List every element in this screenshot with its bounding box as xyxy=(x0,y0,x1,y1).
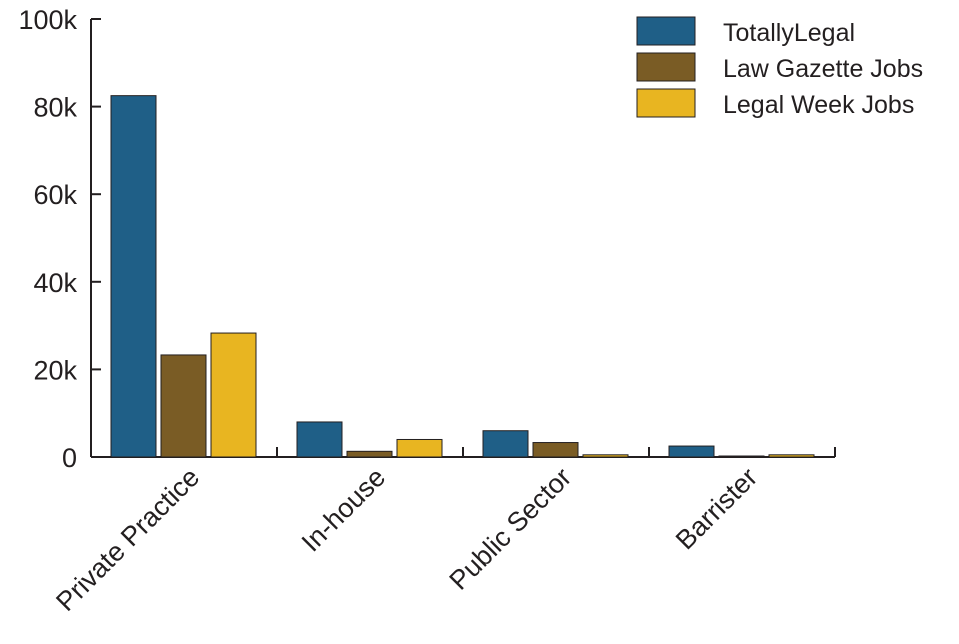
y-axis: 0 20k 40k 60k 80k 100k xyxy=(18,5,101,473)
bar-totallylegal-private-practice xyxy=(110,95,157,458)
x-tick-label: In-house xyxy=(296,462,392,558)
legend: TotallyLegal Law Gazette Jobs Legal Week J… xyxy=(636,16,923,119)
bar-law-gazette-jobs-private-practice xyxy=(160,354,207,458)
y-tick-label: 100k xyxy=(18,5,77,35)
bar-totallylegal-barrister xyxy=(668,445,715,458)
bar-legal-week-jobs-in-house xyxy=(396,438,443,458)
legend-label: Legal Week Jobs xyxy=(723,91,914,119)
x-tick-label: Private Practice xyxy=(50,462,205,617)
bar-law-gazette-jobs-public-sector xyxy=(532,442,579,458)
y-tick-label: 80k xyxy=(33,93,77,123)
bar-legal-week-jobs-private-practice xyxy=(210,332,257,458)
y-tick-label: 40k xyxy=(33,268,77,298)
bar-law-gazette-jobs-barrister xyxy=(718,455,765,458)
bar-totallylegal-public-sector xyxy=(482,430,529,458)
bar-law-gazette-jobs-in-house xyxy=(346,450,393,458)
bars xyxy=(110,95,815,458)
x-axis: Private Practice In-house Public Sector Bar… xyxy=(50,447,836,617)
x-tick-label: Barrister xyxy=(670,462,763,555)
legend-swatch xyxy=(636,88,696,118)
bar-legal-week-jobs-public-sector xyxy=(582,454,629,458)
bar-legal-week-jobs-barrister xyxy=(768,454,815,458)
x-tick-label: Public Sector xyxy=(444,462,578,596)
legend-label: TotallyLegal xyxy=(723,19,855,47)
legend-label: Law Gazette Jobs xyxy=(723,55,923,83)
y-tick-label: 60k xyxy=(33,180,77,210)
y-tick-label: 0 xyxy=(62,443,77,473)
bar-totallylegal-in-house xyxy=(296,421,343,458)
y-tick-label: 20k xyxy=(33,355,77,385)
legend-swatch xyxy=(636,52,696,82)
legend-swatch xyxy=(636,16,696,46)
